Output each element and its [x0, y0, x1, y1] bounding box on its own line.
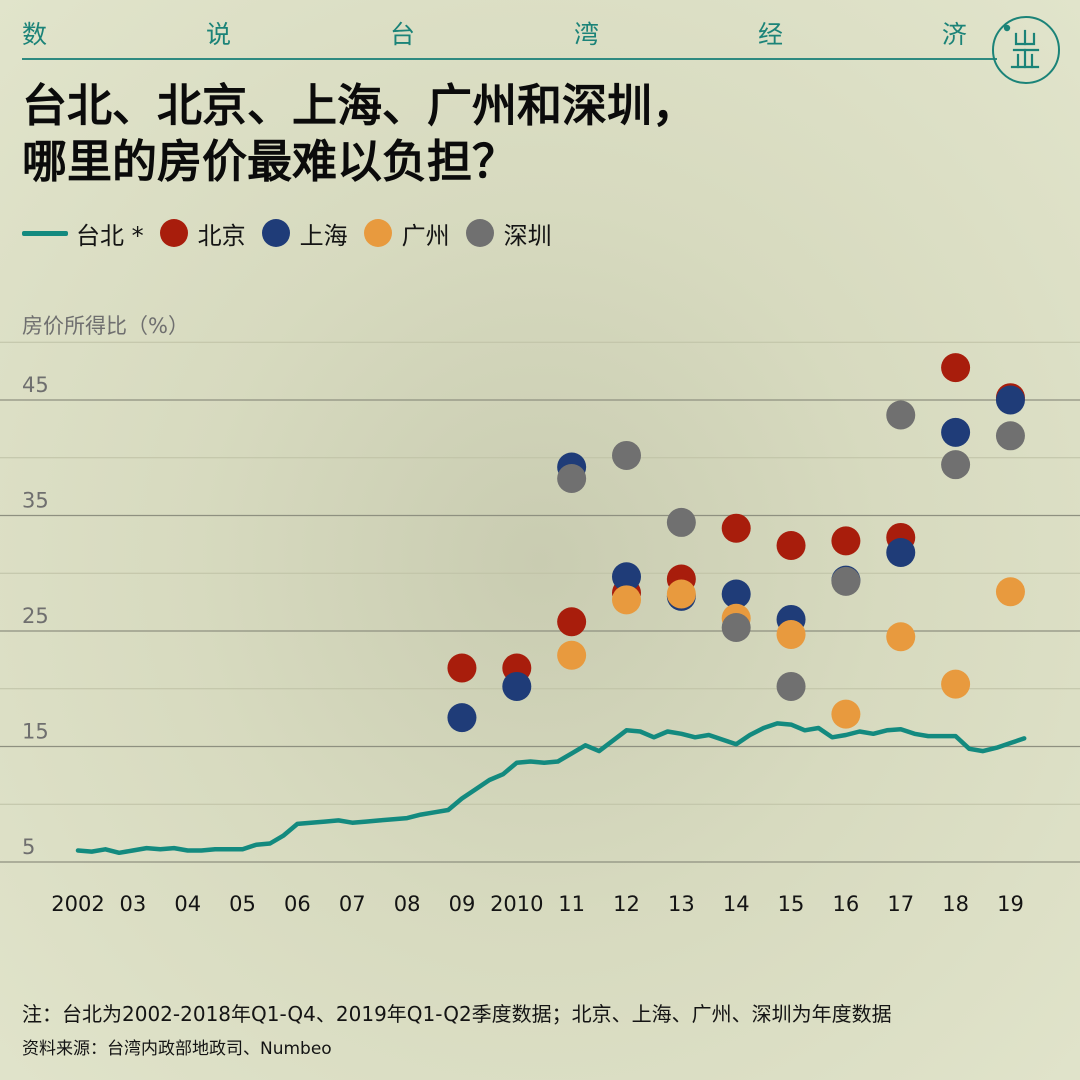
- data-point-guangzhou: [557, 640, 587, 670]
- data-point-shenzhen: [721, 613, 751, 643]
- data-point-guangzhou: [886, 622, 916, 652]
- x-tick-label: 06: [284, 892, 311, 916]
- legend-label: 广州: [401, 221, 450, 250]
- x-tick-label: 11: [558, 892, 585, 916]
- series-title-char: 数: [22, 20, 48, 49]
- logo-icon: [992, 16, 1060, 84]
- legend-dot-swatch: [465, 219, 494, 247]
- footnote: 注：台北为2002-2018年Q1-Q4、2019年Q1-Q2季度数据；北京、上…: [22, 1002, 892, 1026]
- data-point-guangzhou: [776, 619, 806, 649]
- y-tick-label: 15: [22, 720, 49, 744]
- data-point-guangzhou: [941, 669, 971, 699]
- data-point-shanghai: [721, 579, 751, 609]
- x-tick-label: 09: [449, 892, 476, 916]
- x-tick-label: 04: [174, 892, 201, 916]
- legend-label: 上海: [299, 221, 348, 250]
- data-point-guangzhou: [995, 577, 1025, 607]
- x-tick-label: 08: [394, 892, 421, 916]
- series-title: 数 说 台 湾 经 济: [22, 14, 967, 52]
- headline-line-2: 哪里的房价最难以负担？: [22, 135, 518, 188]
- chart-plot: 5 15 25 35 45 2002 03 04 05 06 07 08 09 2010 11 12 13 14 1…: [0, 341, 1080, 916]
- x-tick-label: 12: [613, 892, 640, 916]
- data-point-guangzhou: [666, 579, 696, 609]
- x-tick-label: 05: [229, 892, 256, 916]
- data-point-guangzhou: [612, 585, 641, 615]
- series-line-taipei: [75, 721, 1027, 856]
- legend-item-shenzhen: 深圳: [465, 216, 552, 251]
- legend-item-shanghai: 上海: [261, 216, 348, 251]
- data-point-shanghai: [995, 385, 1025, 415]
- x-tick-label: 13: [668, 892, 695, 916]
- legend-item-beijing: 北京: [159, 216, 246, 251]
- data-point-beijing: [721, 513, 751, 543]
- data-point-shenzhen: [776, 671, 806, 701]
- legend-label: 台北 *: [76, 221, 144, 250]
- series-title-char: 湾: [573, 20, 599, 49]
- x-tick-label: 07: [339, 892, 366, 916]
- data-point-beijing: [776, 531, 806, 561]
- data-point-shanghai: [886, 537, 916, 567]
- y-axis-label: 房价所得比（%）: [22, 314, 189, 338]
- data-point-shanghai: [612, 562, 641, 592]
- data-point-beijing: [447, 653, 477, 683]
- data-point-shenzhen: [557, 464, 587, 494]
- legend-label: 深圳: [503, 221, 552, 250]
- x-tick-label: 2010: [490, 892, 543, 916]
- data-point-shanghai: [941, 417, 971, 447]
- legend-dot-swatch: [159, 219, 188, 247]
- series-title-char: 经: [757, 20, 783, 49]
- x-tick-label: 2002: [51, 892, 104, 916]
- y-tick-label: 45: [22, 373, 49, 397]
- series-title-char: 台: [389, 20, 415, 49]
- headline-line-1: 台北、北京、上海、广州和深圳，: [22, 79, 698, 132]
- x-tick-label: 03: [119, 892, 146, 916]
- data-point-beijing: [831, 526, 861, 556]
- legend-dot-swatch: [261, 219, 290, 247]
- y-tick-label: 25: [22, 604, 49, 628]
- legend-line-swatch: [22, 230, 68, 236]
- x-tick-label: 14: [723, 892, 750, 916]
- data-point-shenzhen: [941, 450, 971, 480]
- series-title-char: 说: [205, 20, 231, 49]
- data-point-shenzhen: [666, 507, 696, 537]
- chart-title: 台北、北京、上海、广州和深圳， 哪里的房价最难以负担？: [22, 78, 922, 190]
- source-note: 资料来源：台湾内政部地政司、Numbeo: [22, 1039, 332, 1059]
- x-tick-label: 15: [778, 892, 805, 916]
- header-rule: [22, 58, 997, 60]
- y-tick-label: 5: [22, 835, 35, 859]
- legend-item-taipei: 台北 *: [22, 216, 144, 251]
- x-tick-label: 18: [942, 892, 969, 916]
- data-point-shenzhen: [831, 566, 861, 596]
- data-point-shenzhen: [886, 400, 916, 430]
- data-point-shenzhen: [995, 421, 1025, 451]
- series-title-char: 济: [941, 20, 967, 49]
- data-point-shanghai: [447, 703, 477, 733]
- x-tick-label: 16: [833, 892, 860, 916]
- y-tick-label: 35: [22, 489, 49, 513]
- data-point-beijing: [941, 353, 971, 383]
- data-point-shanghai: [502, 671, 532, 701]
- legend: 台北 * 北京 上海 广州 深圳: [22, 214, 568, 252]
- legend-label: 北京: [197, 221, 246, 250]
- legend-item-guangzhou: 广州: [363, 216, 450, 251]
- legend-dot-swatch: [363, 219, 392, 247]
- x-tick-label: 19: [997, 892, 1024, 916]
- x-tick-label: 17: [887, 892, 914, 916]
- data-point-beijing: [557, 607, 587, 637]
- data-point-shenzhen: [612, 440, 641, 470]
- data-point-guangzhou: [831, 699, 861, 729]
